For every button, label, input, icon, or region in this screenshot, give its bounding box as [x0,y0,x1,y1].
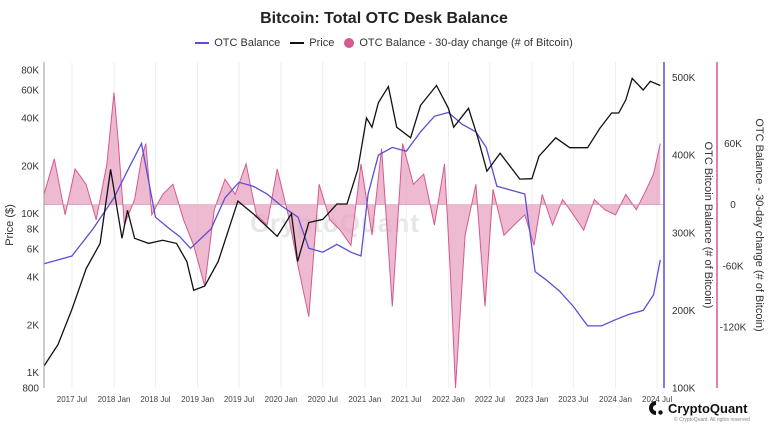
y-right1-axis-title: OTC Bitcoin Balance (# of Bitcoin) [702,142,714,309]
y-right1-tick-label: 100K [672,384,696,395]
x-tick-label: 2020 Jul [308,395,338,404]
y-right1-tick-label: 200K [672,306,696,317]
legend-label-change: OTC Balance - 30-day change (# of Bitcoi… [359,37,573,49]
x-tick-label: 2023 Jul [558,395,588,404]
y-left-tick-label: 1K [27,368,40,379]
legend-item-otc-balance[interactable]: OTC Balance [195,37,280,49]
price-line [43,77,661,367]
x-tick-label: 2023 Jan [515,395,548,404]
grid [71,62,658,388]
y-right1-tick-label: 500K [672,73,696,84]
x-tick-label: 2024 Jan [599,395,632,404]
x-tick-label: 2021 Jul [391,395,421,404]
brand-copyright: © CryptoQuant. All rights reserved [674,417,750,423]
brand-name: CryptoQuant [668,400,748,416]
x-tick-label: 2020 Jan [265,395,298,404]
y-right2-tick-label: -120K [720,322,747,333]
y-left-tick-label: 80K [21,66,39,77]
x-tick-label: 2022 Jul [475,395,505,404]
change-line [43,92,661,389]
x-tick-label: 2019 Jan [181,395,214,404]
y-right2-tick-label: 60K [724,139,742,150]
legend-label-price: Price [309,37,335,49]
legend-swatch-otc-balance [195,42,210,44]
legend-item-price[interactable]: Price [290,37,334,49]
otc-balance-line [43,111,661,327]
x-tick-label: 2018 Jul [140,395,170,404]
change-area-fill [44,92,661,388]
y-right2-axis-title: OTC Balance - 30-day change (# of Bitcoi… [753,118,765,331]
y-right1-tick-label: 300K [672,228,696,239]
x-tick-label: 2017 Jul [57,395,87,404]
chart-legend: OTC Balance Price OTC Balance - 30-day c… [0,37,768,49]
axes: 2017 Jul 2018 Jan 2018 Jul 2019 Jan 2019 Jul… [21,62,747,404]
legend-item-change[interactable]: OTC Balance - 30-day change (# of Bitcoi… [344,37,573,49]
x-tick-label: 2024 Jul [642,395,672,404]
legend-swatch-change [344,38,355,48]
y-left-tick-label: 40K [21,113,39,124]
change-series [43,92,664,389]
y-left-tick-label: 8K [27,225,40,236]
x-tick-label: 2021 Jan [348,395,381,404]
price-series [43,77,661,367]
y-right2-tick-label: 0 [730,200,736,211]
y-left-tick-label: 4K [27,272,40,283]
y-left-tick-label: 800 [22,384,39,395]
x-tick-label: 2018 Jan [98,395,131,404]
y-left-tick-label: 10K [21,209,39,220]
y-left-axis-title: Price ($) [4,204,16,246]
x-tick-label: 2019 Jul [224,395,254,404]
y-left-tick-label: 20K [21,161,39,172]
legend-swatch-price [290,42,305,44]
y-right1-tick-label: 400K [672,151,696,162]
y-left-tick-label: 6K [27,244,40,255]
y-left-tick-label: 2K [27,320,40,331]
brand: CryptoQuant [648,400,747,416]
otc-balance-series [43,111,661,327]
y-left-tick-label: 60K [21,85,39,96]
x-tick-label: 2022 Jan [432,395,465,404]
legend-label-otc-balance: OTC Balance [214,37,281,49]
y-right2-tick-label: -60K [722,261,743,272]
chart-title: Bitcoin: Total OTC Desk Balance [260,10,508,27]
cryptoquant-logo-icon [648,400,664,416]
